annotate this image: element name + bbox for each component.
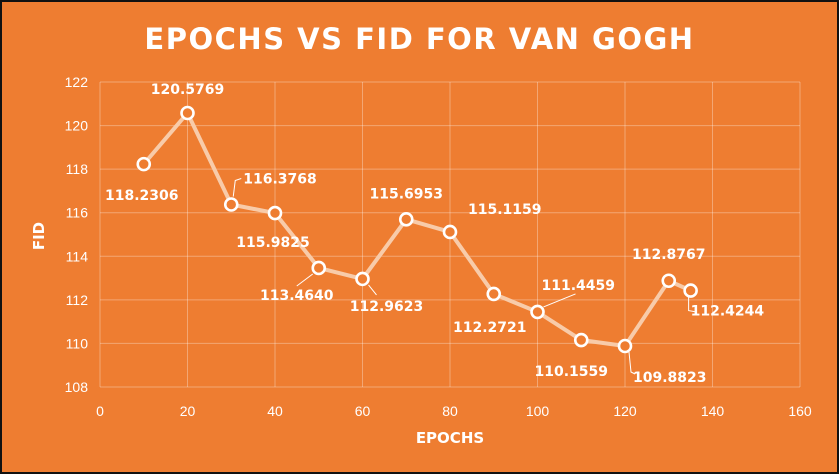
data-label: 110.1559	[534, 364, 608, 380]
data-point	[180, 105, 195, 121]
data-point	[683, 283, 698, 298]
y-tick-label: 114	[66, 248, 89, 264]
data-point	[136, 156, 152, 172]
chart-title: EPOCHS VS FID FOR VAN GOGH	[144, 22, 695, 56]
x-tick-label: 0	[96, 403, 104, 419]
data-label: 115.9825	[236, 235, 310, 251]
y-axis-title: FID	[30, 222, 48, 250]
data-point	[398, 212, 414, 227]
data-point	[311, 260, 327, 276]
leader-line	[232, 178, 242, 197]
data-point	[442, 224, 458, 240]
data-label: 112.9623	[350, 299, 424, 315]
x-axis-title: EPOCHS	[416, 429, 484, 447]
data-point	[661, 273, 677, 289]
data-label: 115.6953	[369, 186, 443, 202]
series-line	[141, 111, 693, 348]
data-label: 113.4640	[260, 288, 334, 304]
x-tick-label: 100	[526, 403, 550, 419]
data-label: 112.2721	[453, 320, 527, 336]
data-point	[617, 338, 633, 354]
data-label: 118.2306	[105, 188, 179, 204]
leader-line	[628, 351, 636, 375]
data-label: 112.4244	[691, 304, 765, 320]
x-tick-label: 20	[180, 403, 196, 419]
x-tick-label: 80	[442, 403, 458, 419]
x-tick-label: 40	[267, 403, 283, 419]
data-label: 109.8823	[633, 370, 707, 386]
leader-line	[296, 273, 314, 287]
data-label: 115.1159	[468, 202, 542, 218]
data-label: 112.8767	[632, 247, 706, 263]
x-tick-label: 120	[613, 403, 637, 419]
x-tick-label: 60	[355, 403, 371, 419]
y-tick-label: 118	[66, 161, 89, 177]
y-tick-label: 112	[66, 292, 89, 308]
x-tick-label: 160	[788, 403, 812, 419]
leader-line	[368, 284, 377, 296]
x-tick-label: 140	[701, 403, 725, 419]
y-tick-label: 120	[65, 118, 89, 134]
data-label: 120.5769	[151, 82, 225, 98]
data-point	[223, 197, 239, 212]
data-point	[486, 286, 502, 302]
data-point	[530, 304, 545, 320]
y-tick-label: 116	[66, 205, 89, 221]
y-tick-label: 110	[66, 335, 89, 351]
data-point	[573, 332, 589, 348]
leader-line	[688, 296, 695, 313]
data-label: 111.4459	[542, 278, 616, 294]
leader-line	[543, 293, 576, 308]
data-label: 116.3768	[243, 172, 317, 188]
data-point	[267, 205, 283, 221]
data-point	[355, 271, 370, 287]
y-tick-label: 122	[65, 74, 89, 90]
y-tick-label: 108	[65, 379, 89, 395]
